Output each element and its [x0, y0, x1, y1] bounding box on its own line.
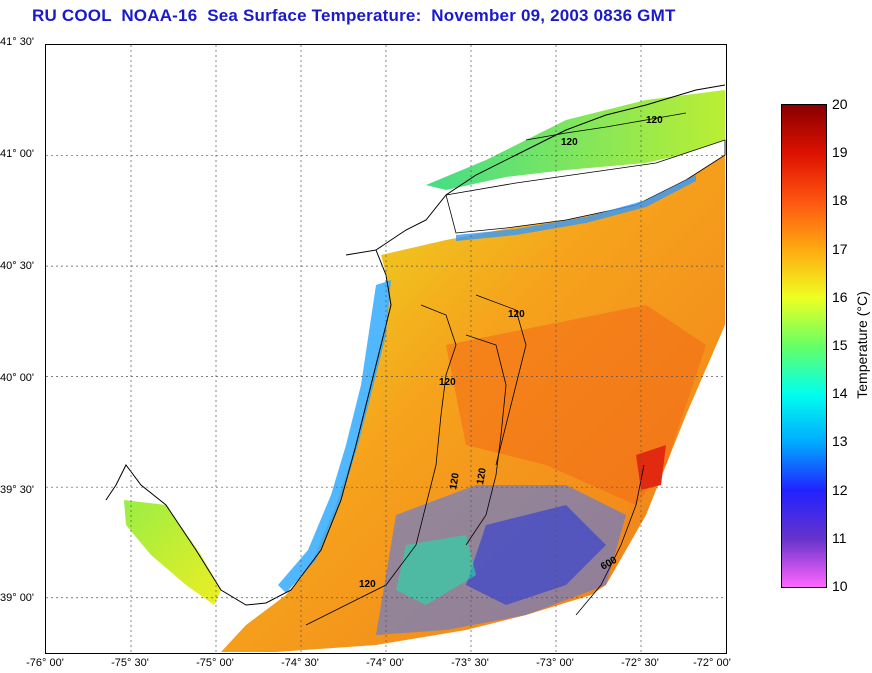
- contour-label: 120: [359, 579, 376, 590]
- colorbar-tick: 11: [832, 530, 847, 546]
- temperature-colorbar: [781, 104, 827, 588]
- delaware-bay: [124, 500, 221, 605]
- lon-label: -75° 00': [196, 657, 234, 669]
- south-shore-edge: [456, 175, 696, 241]
- colorbar-tick: 12: [832, 482, 848, 498]
- lat-label: 39° 30': [0, 484, 35, 496]
- lon-label: -72° 30': [621, 657, 659, 669]
- contour-label: 120: [448, 472, 462, 491]
- sst-map: 120 120 120 120 120 120 120 600: [46, 45, 726, 653]
- coastline: [105, 249, 392, 606]
- lat-label: 41° 00': [0, 148, 35, 160]
- lon-label: -73° 00': [536, 657, 574, 669]
- lon-label: -73° 30': [451, 657, 489, 669]
- cool-patch-blue: [466, 505, 606, 605]
- contour-120-c: [475, 294, 527, 466]
- contour-600: [575, 464, 645, 616]
- colorbar-tick: 15: [832, 337, 848, 353]
- sst-map-panel[interactable]: 120 120 120 120 120 120 120 600: [45, 44, 727, 654]
- lat-label: 40° 00': [0, 372, 35, 384]
- contour-label: 120: [439, 377, 456, 388]
- lon-label: -75° 30': [111, 657, 149, 669]
- colorbar-tick: 19: [832, 144, 848, 160]
- contour-120: [305, 304, 457, 626]
- map-title: RU COOL NOAA-16 Sea Surface Temperature:…: [32, 6, 676, 25]
- long-island-sound: [426, 90, 725, 190]
- contour-120-sound: [525, 112, 687, 141]
- colorbar-tick: 10: [832, 578, 848, 594]
- graticule: [46, 45, 726, 653]
- lat-label: 41° 30': [0, 36, 35, 48]
- ocean-hot-spot: [636, 445, 666, 490]
- contour-label: 120: [475, 467, 489, 486]
- cool-patch-green: [396, 535, 476, 605]
- colorbar-tick: 14: [832, 385, 848, 401]
- lon-label: -72° 00': [693, 657, 731, 669]
- colorbar-tick: 18: [832, 192, 848, 208]
- contour-label: 120: [561, 137, 578, 148]
- lon-label: -76° 00': [26, 657, 64, 669]
- ny-coastline: [375, 84, 726, 251]
- contour-label: 120: [646, 115, 663, 126]
- lon-label: -74° 30': [281, 657, 319, 669]
- lat-label: 39° 00': [0, 592, 35, 604]
- long-island-land: [445, 139, 726, 234]
- colorbar-tick: 20: [832, 96, 848, 112]
- lon-label: -74° 00': [366, 657, 404, 669]
- contour-120-b: [465, 334, 507, 546]
- nj-coast-edge: [278, 280, 391, 593]
- colorbar-tick: 17: [832, 241, 848, 257]
- lat-label: 40° 30': [0, 260, 35, 272]
- colorbar-tick: 13: [832, 433, 848, 449]
- colorbar-title: Temperature (°C): [854, 291, 870, 399]
- contour-label: 120: [508, 309, 525, 320]
- colorbar-tick: 16: [832, 289, 848, 305]
